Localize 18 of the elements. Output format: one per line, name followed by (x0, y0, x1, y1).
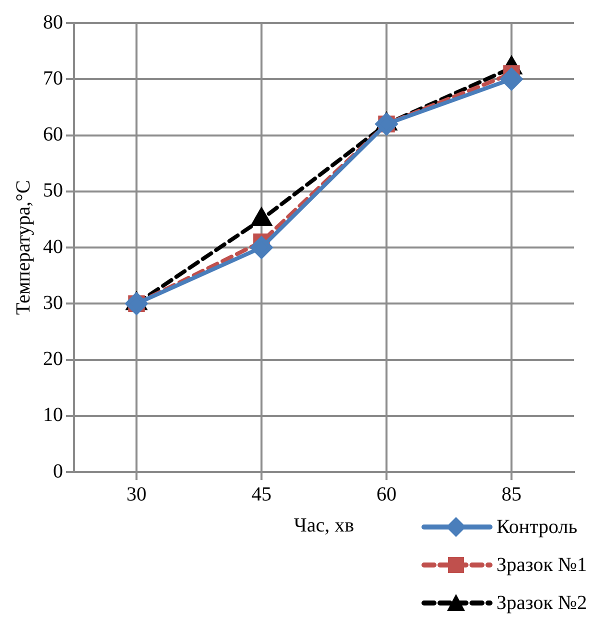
y-tick-label: 60 (43, 124, 63, 146)
x-tick-label: 85 (502, 483, 522, 506)
x-axis-title: Час, хв (294, 514, 354, 536)
y-tick-label: 50 (43, 180, 63, 202)
y-tick-label: 0 (53, 460, 63, 482)
y-tick-label: 10 (43, 404, 63, 426)
legend-label: Зразок №1 (496, 554, 587, 576)
y-axis-title: Температура,°С (12, 180, 34, 315)
y-tick-label: 40 (43, 236, 63, 258)
y-tick-label: 70 (43, 67, 63, 90)
legend-label: Зразок №2 (496, 592, 587, 614)
y-tick-label: 20 (43, 348, 63, 370)
legend-label: Контроль (496, 516, 578, 538)
y-tick-label: 30 (43, 292, 63, 314)
x-tick-label: 45 (252, 483, 272, 506)
y-tick-label: 80 (43, 11, 63, 34)
x-tick-label: 60 (376, 483, 396, 506)
x-tick-label: 30 (126, 483, 146, 506)
